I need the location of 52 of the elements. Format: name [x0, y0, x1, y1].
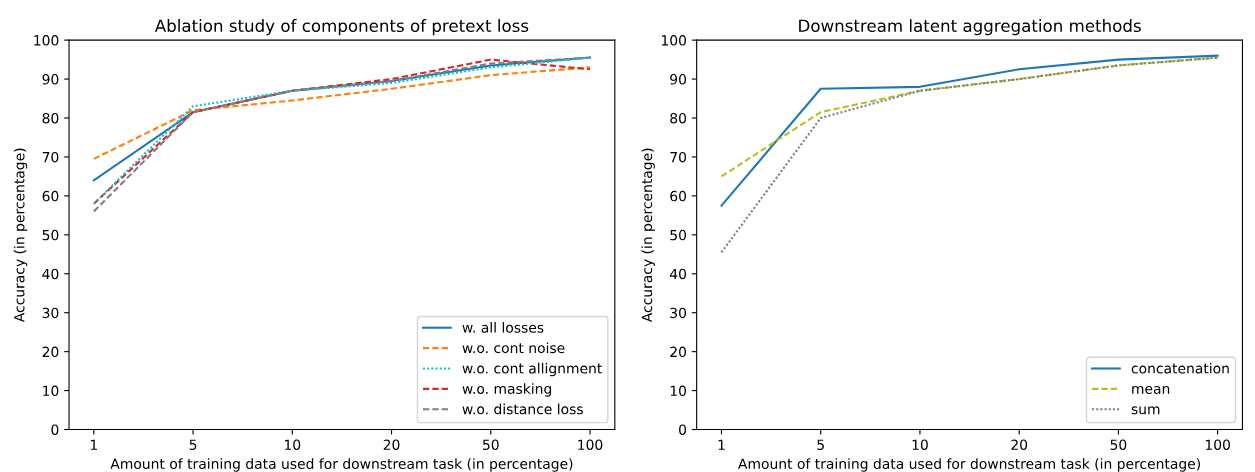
legend-label: concatenation [1131, 362, 1229, 374]
legend-label: sum [1131, 406, 1160, 415]
chart-title: Downstream latent aggregation methods [799, 19, 1141, 36]
legend-label: mean [1132, 385, 1170, 394]
x-tick-label: 100 [1205, 439, 1230, 450]
y-tick-label: 100 [661, 35, 687, 46]
y-tick-label: 0 [679, 424, 687, 435]
y-tick-label: 30 [670, 307, 687, 319]
x-tick-label: 1 [90, 439, 97, 450]
y-tick-label: 40 [669, 268, 687, 280]
x-tick-label: 1 [718, 439, 725, 450]
x-tick-label: 100 [578, 439, 603, 450]
y-tick-label: 80 [670, 112, 687, 124]
line-series [720, 54, 1219, 207]
y-tick-label: 70 [670, 151, 687, 163]
x-tick-label: 50 [483, 439, 499, 450]
x-tick-label: 50 [1110, 439, 1127, 450]
x-tick-label: 5 [817, 439, 824, 450]
y-tick-label: 70 [42, 151, 59, 163]
y-tick-label: 60 [42, 190, 59, 202]
x-axis-title: Amount of training data used for downstream task (in percentage) [738, 458, 1200, 472]
line-series [92, 66, 592, 160]
y-tick-label: 20 [42, 346, 59, 358]
x-tick-label: 5 [189, 439, 197, 450]
y-tick-label: 50 [42, 229, 59, 241]
line-series [720, 56, 1219, 254]
x-tick-label: 20 [1011, 439, 1028, 450]
y-tick-label: 80 [42, 112, 59, 124]
y-tick-label: 100 [34, 35, 59, 46]
x-tick-label: 10 [284, 439, 301, 450]
y-tick-label: 20 [670, 346, 687, 358]
line-series [720, 56, 1219, 178]
legend-label: w.o. cont noise [462, 342, 565, 354]
chart-title: Ablation study of components of pretext loss [154, 19, 529, 36]
legend-label: w.o. cont allignment [462, 362, 602, 377]
y-tick-label: 10 [670, 385, 687, 397]
y-tick-label: 90 [42, 74, 59, 85]
y-axis-title: Accuracy (in percentage) [13, 148, 28, 323]
legend-label: w.o. masking [462, 383, 552, 397]
x-tick-label: 10 [912, 439, 928, 450]
y-axis-title: Accuracy (in percentage) [641, 148, 655, 323]
y-tick-label: 0 [51, 424, 59, 435]
legend-label: w.o. distance loss [462, 403, 583, 415]
y-tick-label: 90 [670, 74, 687, 85]
y-tick-label: 10 [43, 385, 59, 397]
x-tick-label: 20 [383, 439, 400, 450]
y-tick-label: 50 [670, 229, 687, 241]
y-tick-label: 30 [42, 307, 59, 319]
x-axis-title: Amount of training data used for downstream task (in percentage) [110, 458, 573, 472]
legend-label: w. all losses [462, 322, 544, 333]
y-tick-label: 60 [670, 190, 687, 202]
y-tick-label: 40 [42, 268, 59, 280]
